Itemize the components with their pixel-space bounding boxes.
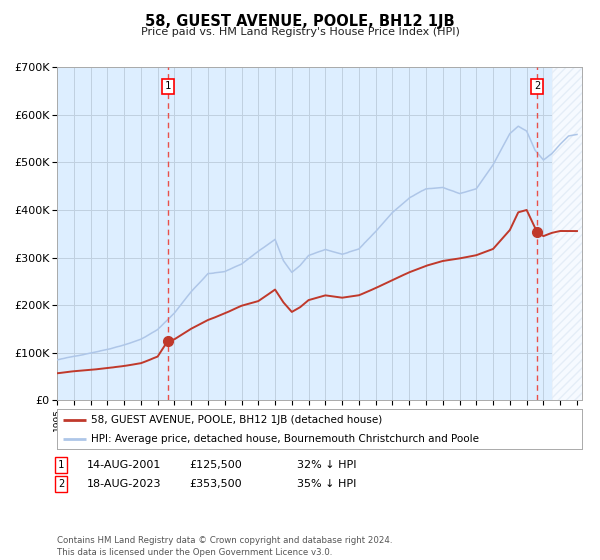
Text: Price paid vs. HM Land Registry's House Price Index (HPI): Price paid vs. HM Land Registry's House … xyxy=(140,27,460,37)
Text: £125,500: £125,500 xyxy=(189,460,242,470)
Text: £353,500: £353,500 xyxy=(189,479,242,489)
Text: 14-AUG-2001: 14-AUG-2001 xyxy=(87,460,161,470)
Text: 2: 2 xyxy=(58,479,64,489)
Text: 58, GUEST AVENUE, POOLE, BH12 1JB (detached house): 58, GUEST AVENUE, POOLE, BH12 1JB (detac… xyxy=(91,415,382,424)
Text: 1: 1 xyxy=(165,81,171,91)
Text: 1: 1 xyxy=(58,460,64,470)
Text: 2: 2 xyxy=(534,81,540,91)
Bar xyxy=(552,67,586,400)
Text: Contains HM Land Registry data © Crown copyright and database right 2024.
This d: Contains HM Land Registry data © Crown c… xyxy=(57,536,392,557)
Text: 58, GUEST AVENUE, POOLE, BH12 1JB: 58, GUEST AVENUE, POOLE, BH12 1JB xyxy=(145,14,455,29)
Text: 35% ↓ HPI: 35% ↓ HPI xyxy=(297,479,356,489)
Text: 32% ↓ HPI: 32% ↓ HPI xyxy=(297,460,356,470)
Bar xyxy=(552,67,586,400)
Text: HPI: Average price, detached house, Bournemouth Christchurch and Poole: HPI: Average price, detached house, Bour… xyxy=(91,434,479,444)
Text: 18-AUG-2023: 18-AUG-2023 xyxy=(87,479,161,489)
